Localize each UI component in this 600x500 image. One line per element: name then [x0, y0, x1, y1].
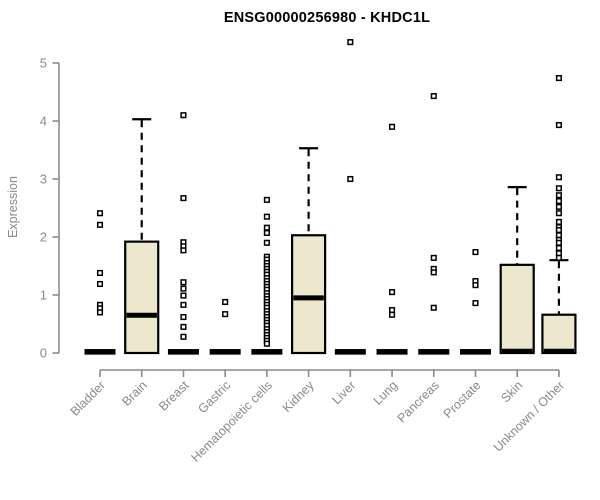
- outlier-point: [555, 244, 562, 252]
- outlier-point: [388, 311, 396, 318]
- outlier-point: [180, 112, 187, 119]
- x-category-label: Unknown / Other: [491, 378, 567, 454]
- outlier-point: [555, 174, 562, 181]
- box: [124, 240, 160, 355]
- box: [499, 263, 535, 355]
- outlier-point: [555, 185, 562, 192]
- outlier-point: [263, 213, 270, 220]
- outlier-point: [180, 313, 187, 321]
- outlier-point: [430, 93, 437, 100]
- x-category-label: Brain: [119, 378, 150, 409]
- outlier-point: [388, 289, 396, 296]
- flat-box-median: [167, 349, 199, 355]
- x-category-label: Hematopoietic cells: [188, 378, 275, 465]
- outlier-point: [96, 309, 104, 316]
- outlier-point: [222, 311, 229, 318]
- outlier-point: [180, 247, 187, 254]
- outlier-point: [555, 218, 562, 225]
- outlier-point: [555, 203, 562, 210]
- outlier-point: [555, 239, 562, 246]
- outlier-point: [96, 269, 104, 277]
- outlier-point: [263, 224, 270, 231]
- outlier-point: [430, 269, 437, 276]
- outlier-point: [96, 280, 104, 288]
- outlier-point: [96, 221, 104, 228]
- outlier-point: [180, 279, 187, 286]
- outlier-point: [430, 254, 437, 261]
- outlier-point: [347, 175, 354, 183]
- outlier-point: [555, 75, 562, 82]
- outlier-point: [472, 300, 479, 307]
- outlier-point: [180, 292, 187, 299]
- y-tick-label: 1: [40, 288, 47, 303]
- outlier-point: [555, 192, 562, 199]
- flat-box-median: [84, 349, 116, 355]
- outlier-point: [263, 239, 270, 246]
- x-category-label: Gastric: [195, 378, 233, 416]
- flat-box-median: [334, 349, 366, 355]
- outlier-point: [263, 340, 270, 347]
- x-category-label: Skin: [498, 378, 525, 405]
- x-category-label: Breast: [156, 378, 192, 414]
- outlier-point: [555, 254, 562, 261]
- flat-box-median: [251, 349, 283, 355]
- x-category-label: Kidney: [280, 378, 317, 415]
- y-tick-label: 5: [40, 56, 47, 71]
- outlier-point: [388, 123, 396, 130]
- outlier-point: [263, 229, 270, 236]
- flat-box-median: [376, 349, 408, 355]
- y-tick-label: 2: [40, 230, 47, 245]
- outlier-point: [180, 195, 187, 202]
- outlier-point: [555, 197, 562, 205]
- outlier-point: [555, 226, 562, 234]
- outlier-point: [222, 298, 229, 306]
- outlier-point: [263, 196, 270, 203]
- outlier-point: [96, 210, 104, 217]
- outlier-point: [180, 285, 187, 292]
- x-category-label: Pancreas: [395, 378, 442, 425]
- flat-box-median: [418, 349, 450, 355]
- x-category-label: Bladder: [68, 378, 108, 418]
- outlier-point: [180, 323, 187, 330]
- outlier-point: [347, 39, 354, 46]
- x-category-label: Lung: [371, 378, 401, 408]
- y-tick-label: 0: [40, 346, 47, 361]
- x-category-label: Liver: [329, 378, 358, 407]
- outlier-point: [430, 304, 437, 311]
- flat-box-median: [209, 349, 241, 355]
- y-tick-label: 4: [40, 114, 47, 129]
- outlier-point: [555, 210, 562, 217]
- y-tick-label: 3: [40, 172, 47, 187]
- outlier-point: [180, 333, 187, 340]
- flat-box-median: [459, 349, 491, 355]
- outlier-point: [472, 282, 479, 289]
- outlier-point: [555, 122, 562, 129]
- outlier-point: [180, 301, 187, 308]
- x-category-label: Prostate: [441, 378, 484, 421]
- chart-title: ENSG00000256980 - KHDC1L: [223, 10, 431, 26]
- box: [541, 313, 577, 355]
- outlier-point: [472, 249, 479, 256]
- box: [291, 234, 327, 355]
